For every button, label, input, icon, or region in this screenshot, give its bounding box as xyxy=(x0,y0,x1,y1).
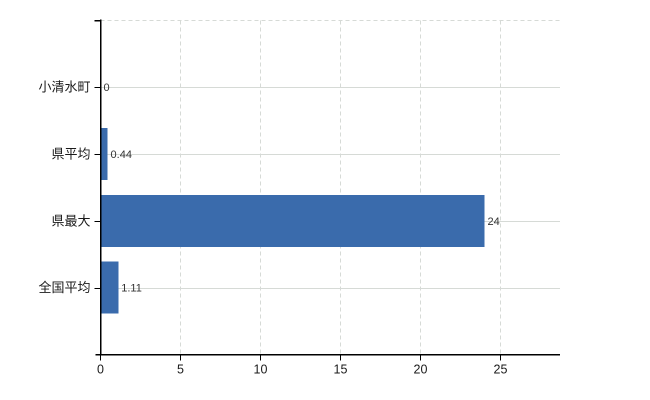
category-label: 全国平均 xyxy=(38,280,90,295)
value-label: 1.11 xyxy=(121,283,142,295)
bar xyxy=(100,128,108,181)
category-label: 県平均 xyxy=(51,147,90,162)
bar xyxy=(100,261,119,314)
value-label: 0.44 xyxy=(111,149,132,161)
value-label: 0 xyxy=(104,82,110,94)
category-label: 小清水町 xyxy=(38,80,90,95)
x-tick-label: 20 xyxy=(414,362,428,376)
bar xyxy=(100,194,485,247)
x-tick-label: 15 xyxy=(334,362,348,376)
x-tick-label: 25 xyxy=(494,362,508,376)
x-tick-label: 10 xyxy=(254,362,268,376)
value-label: 24 xyxy=(488,216,500,228)
category-label: 県最大 xyxy=(51,213,90,228)
x-tick-label: 0 xyxy=(97,362,104,376)
x-tick-label: 5 xyxy=(177,362,184,376)
